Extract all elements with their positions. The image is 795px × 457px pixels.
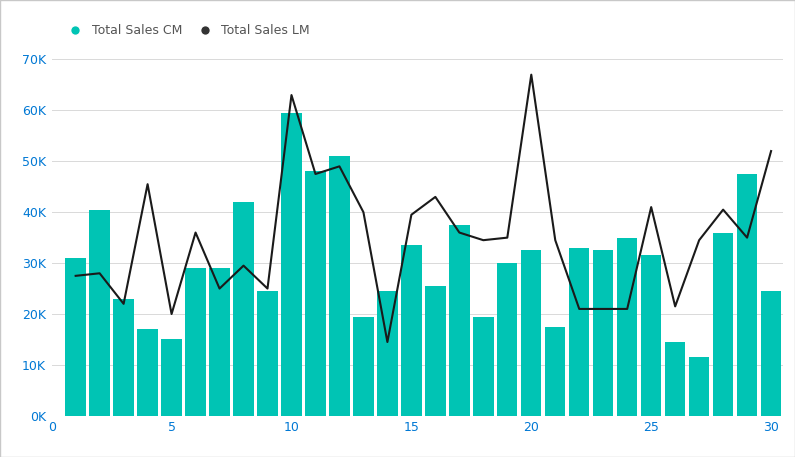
Bar xyxy=(473,317,494,416)
Bar xyxy=(209,268,230,416)
Bar xyxy=(521,250,541,416)
Bar xyxy=(761,291,781,416)
Bar xyxy=(425,286,445,416)
Bar xyxy=(545,327,565,416)
Bar xyxy=(353,317,374,416)
Bar xyxy=(65,258,86,416)
Legend: Total Sales CM, Total Sales LM: Total Sales CM, Total Sales LM xyxy=(58,19,315,43)
Bar xyxy=(138,329,157,416)
Bar xyxy=(258,291,277,416)
Bar xyxy=(641,255,661,416)
Bar xyxy=(377,291,398,416)
Bar xyxy=(305,171,326,416)
Bar xyxy=(329,156,350,416)
Bar xyxy=(449,225,470,416)
Bar xyxy=(281,113,301,416)
Bar xyxy=(593,250,614,416)
Bar xyxy=(114,299,134,416)
Bar xyxy=(161,340,182,416)
Bar xyxy=(233,202,254,416)
Bar xyxy=(617,238,638,416)
Bar xyxy=(665,342,685,416)
Bar xyxy=(185,268,206,416)
Bar xyxy=(90,210,110,416)
Bar xyxy=(401,245,421,416)
Bar xyxy=(497,263,518,416)
Bar xyxy=(689,357,709,416)
Bar xyxy=(713,233,733,416)
Bar xyxy=(569,248,589,416)
Bar xyxy=(737,174,758,416)
